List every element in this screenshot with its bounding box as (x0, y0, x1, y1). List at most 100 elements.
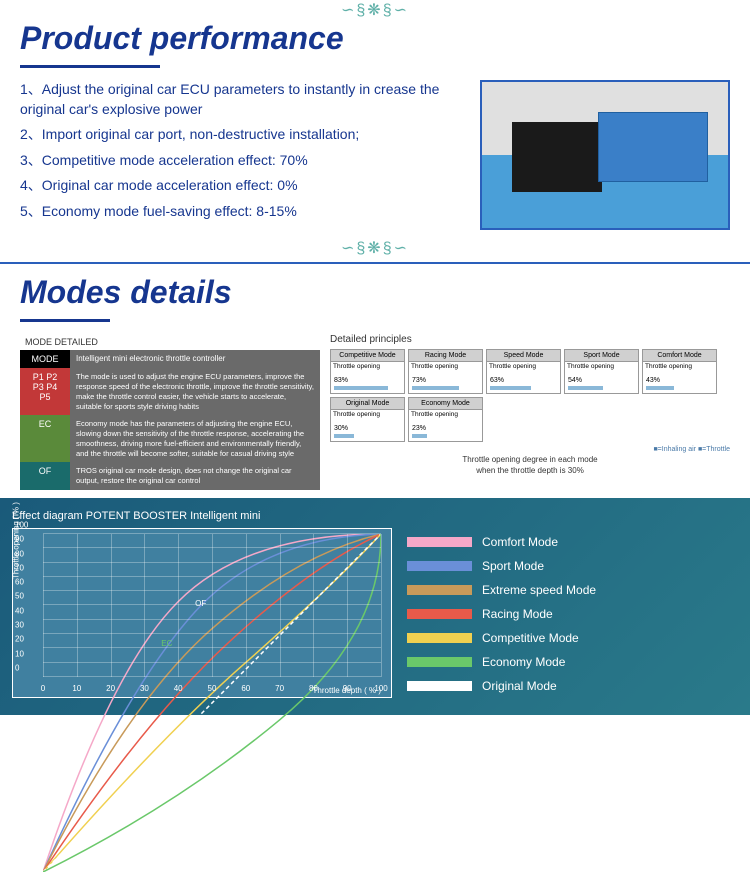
principle-box: Comfort Mode Throttle opening 43% (642, 349, 717, 394)
x-tick: 60 (241, 684, 250, 693)
perf-title: Product performance (20, 20, 730, 57)
principle-sub: Throttle opening (565, 362, 638, 371)
x-tick: 10 (72, 684, 81, 693)
principle-pct: 43% (646, 377, 660, 384)
y-tick: 90 (15, 535, 24, 544)
principles-caption2: when the throttle depth is 30% (330, 466, 730, 475)
principle-body: 43% (643, 371, 716, 393)
mode-col-desc: Intelligent mini electronic throttle con… (70, 350, 320, 368)
mode-table-row: OFTROS original car mode design, does no… (20, 462, 320, 490)
legend-label: Comfort Mode (482, 535, 558, 549)
chart-legend: Comfort Mode Sport Mode Extreme speed Mode… (407, 510, 738, 703)
legend-swatch (407, 609, 472, 619)
gridline-v (43, 534, 44, 677)
gridline-v (111, 534, 112, 677)
legend-swatch (407, 561, 472, 571)
mode-desc: The mode is used to adjust the engine EC… (70, 368, 320, 415)
principle-box: Speed Mode Throttle opening 63% (486, 349, 561, 394)
mode-desc: Economy mode has the parameters of adjus… (70, 415, 320, 462)
principles-header: Detailed principles (330, 334, 730, 345)
principles-grid: Competitive Mode Throttle opening 83% Ra… (330, 349, 730, 442)
gridline-v (280, 534, 281, 677)
annotation-of: OF (195, 599, 206, 608)
principle-pct: 30% (334, 425, 348, 432)
y-tick: 100 (15, 520, 28, 529)
x-tick: 30 (140, 684, 149, 693)
legend-item: Original Mode (407, 679, 738, 693)
mode-label: EC (20, 415, 70, 462)
ornament-mid: ∽§❋§∽ (0, 238, 750, 258)
principle-body: 30% (331, 419, 404, 441)
mode-desc: TROS original car mode design, does not … (70, 462, 320, 490)
principle-bar (568, 386, 603, 390)
gridline-v (381, 534, 382, 677)
gridline-v (313, 534, 314, 677)
legend-swatch (407, 657, 472, 667)
principle-bar (334, 386, 388, 390)
mode-label: OF (20, 462, 70, 490)
legend-label: Competitive Mode (482, 631, 579, 645)
legend-label: Racing Mode (482, 607, 553, 621)
chart-section: Effect diagram POTENT BOOSTER Intelligen… (0, 498, 750, 715)
principle-body: 54% (565, 371, 638, 393)
product-box-blue (598, 112, 708, 182)
principle-body: 83% (331, 371, 404, 393)
legend-item: Economy Mode (407, 655, 738, 669)
perf-item: 3、Competitive mode acceleration effect: … (20, 151, 465, 171)
y-tick: 40 (15, 606, 24, 615)
x-axis-title: Throttle depth ( % ) (313, 686, 381, 695)
legend-item: Extreme speed Mode (407, 583, 738, 597)
gridline-h (43, 547, 381, 548)
legend-swatch (407, 537, 472, 547)
legend-label: Original Mode (482, 679, 557, 693)
legend-swatch (407, 633, 472, 643)
modes-section: Modes details MODE DETAILED MODE Intelli… (0, 274, 750, 490)
x-tick: 40 (174, 684, 183, 693)
principle-sub: Throttle opening (643, 362, 716, 371)
chart-title: Effect diagram POTENT BOOSTER Intelligen… (12, 510, 392, 522)
principle-pct: 83% (334, 377, 348, 384)
principle-bar (490, 386, 531, 390)
y-tick: 20 (15, 635, 24, 644)
mode-table: MODE DETAILED MODE Intelligent mini elec… (20, 334, 320, 490)
x-tick: 50 (208, 684, 217, 693)
x-tick: 20 (106, 684, 115, 693)
principle-body: 63% (487, 371, 560, 393)
principles: Detailed principles Competitive Mode Thr… (330, 334, 730, 490)
gridline-v (178, 534, 179, 677)
principle-box: Original Mode Throttle opening 30% (330, 397, 405, 442)
legend-item: Comfort Mode (407, 535, 738, 549)
principle-sub: Throttle opening (331, 410, 404, 419)
gridline-v (212, 534, 213, 677)
y-tick: 50 (15, 592, 24, 601)
legend-label: Economy Mode (482, 655, 565, 669)
x-tick: 70 (275, 684, 284, 693)
performance-section: Product performance 1、Adjust the origina… (0, 20, 750, 230)
principle-pct: 54% (568, 377, 582, 384)
principle-box: Economy Mode Throttle opening 23% (408, 397, 483, 442)
principle-sub: Throttle opening (409, 362, 482, 371)
product-image (480, 80, 730, 230)
mode-table-row: P1 P2 P3 P4 P5The mode is used to adjust… (20, 368, 320, 415)
principle-sub: Throttle opening (331, 362, 404, 371)
principle-name: Comfort Mode (643, 350, 716, 362)
mode-col-header: MODE (20, 350, 70, 368)
perf-item: 2、Import original car port, non-destruct… (20, 125, 465, 145)
principle-body: 23% (409, 419, 482, 441)
principle-name: Sport Mode (565, 350, 638, 362)
legend-swatch (407, 681, 472, 691)
modes-underline (20, 319, 110, 322)
principles-legend: ■=Inhaling air ■=Throttle (330, 446, 730, 453)
principle-body: 73% (409, 371, 482, 393)
perf-underline (20, 65, 160, 68)
y-tick: 60 (15, 578, 24, 587)
y-tick: 10 (15, 649, 24, 658)
principle-bar (646, 386, 674, 390)
gridline-v (246, 534, 247, 677)
legend-label: Extreme speed Mode (482, 583, 596, 597)
principle-bar (334, 434, 354, 438)
principle-name: Racing Mode (409, 350, 482, 362)
principle-name: Competitive Mode (331, 350, 404, 362)
legend-swatch (407, 585, 472, 595)
legend-label: Sport Mode (482, 559, 544, 573)
